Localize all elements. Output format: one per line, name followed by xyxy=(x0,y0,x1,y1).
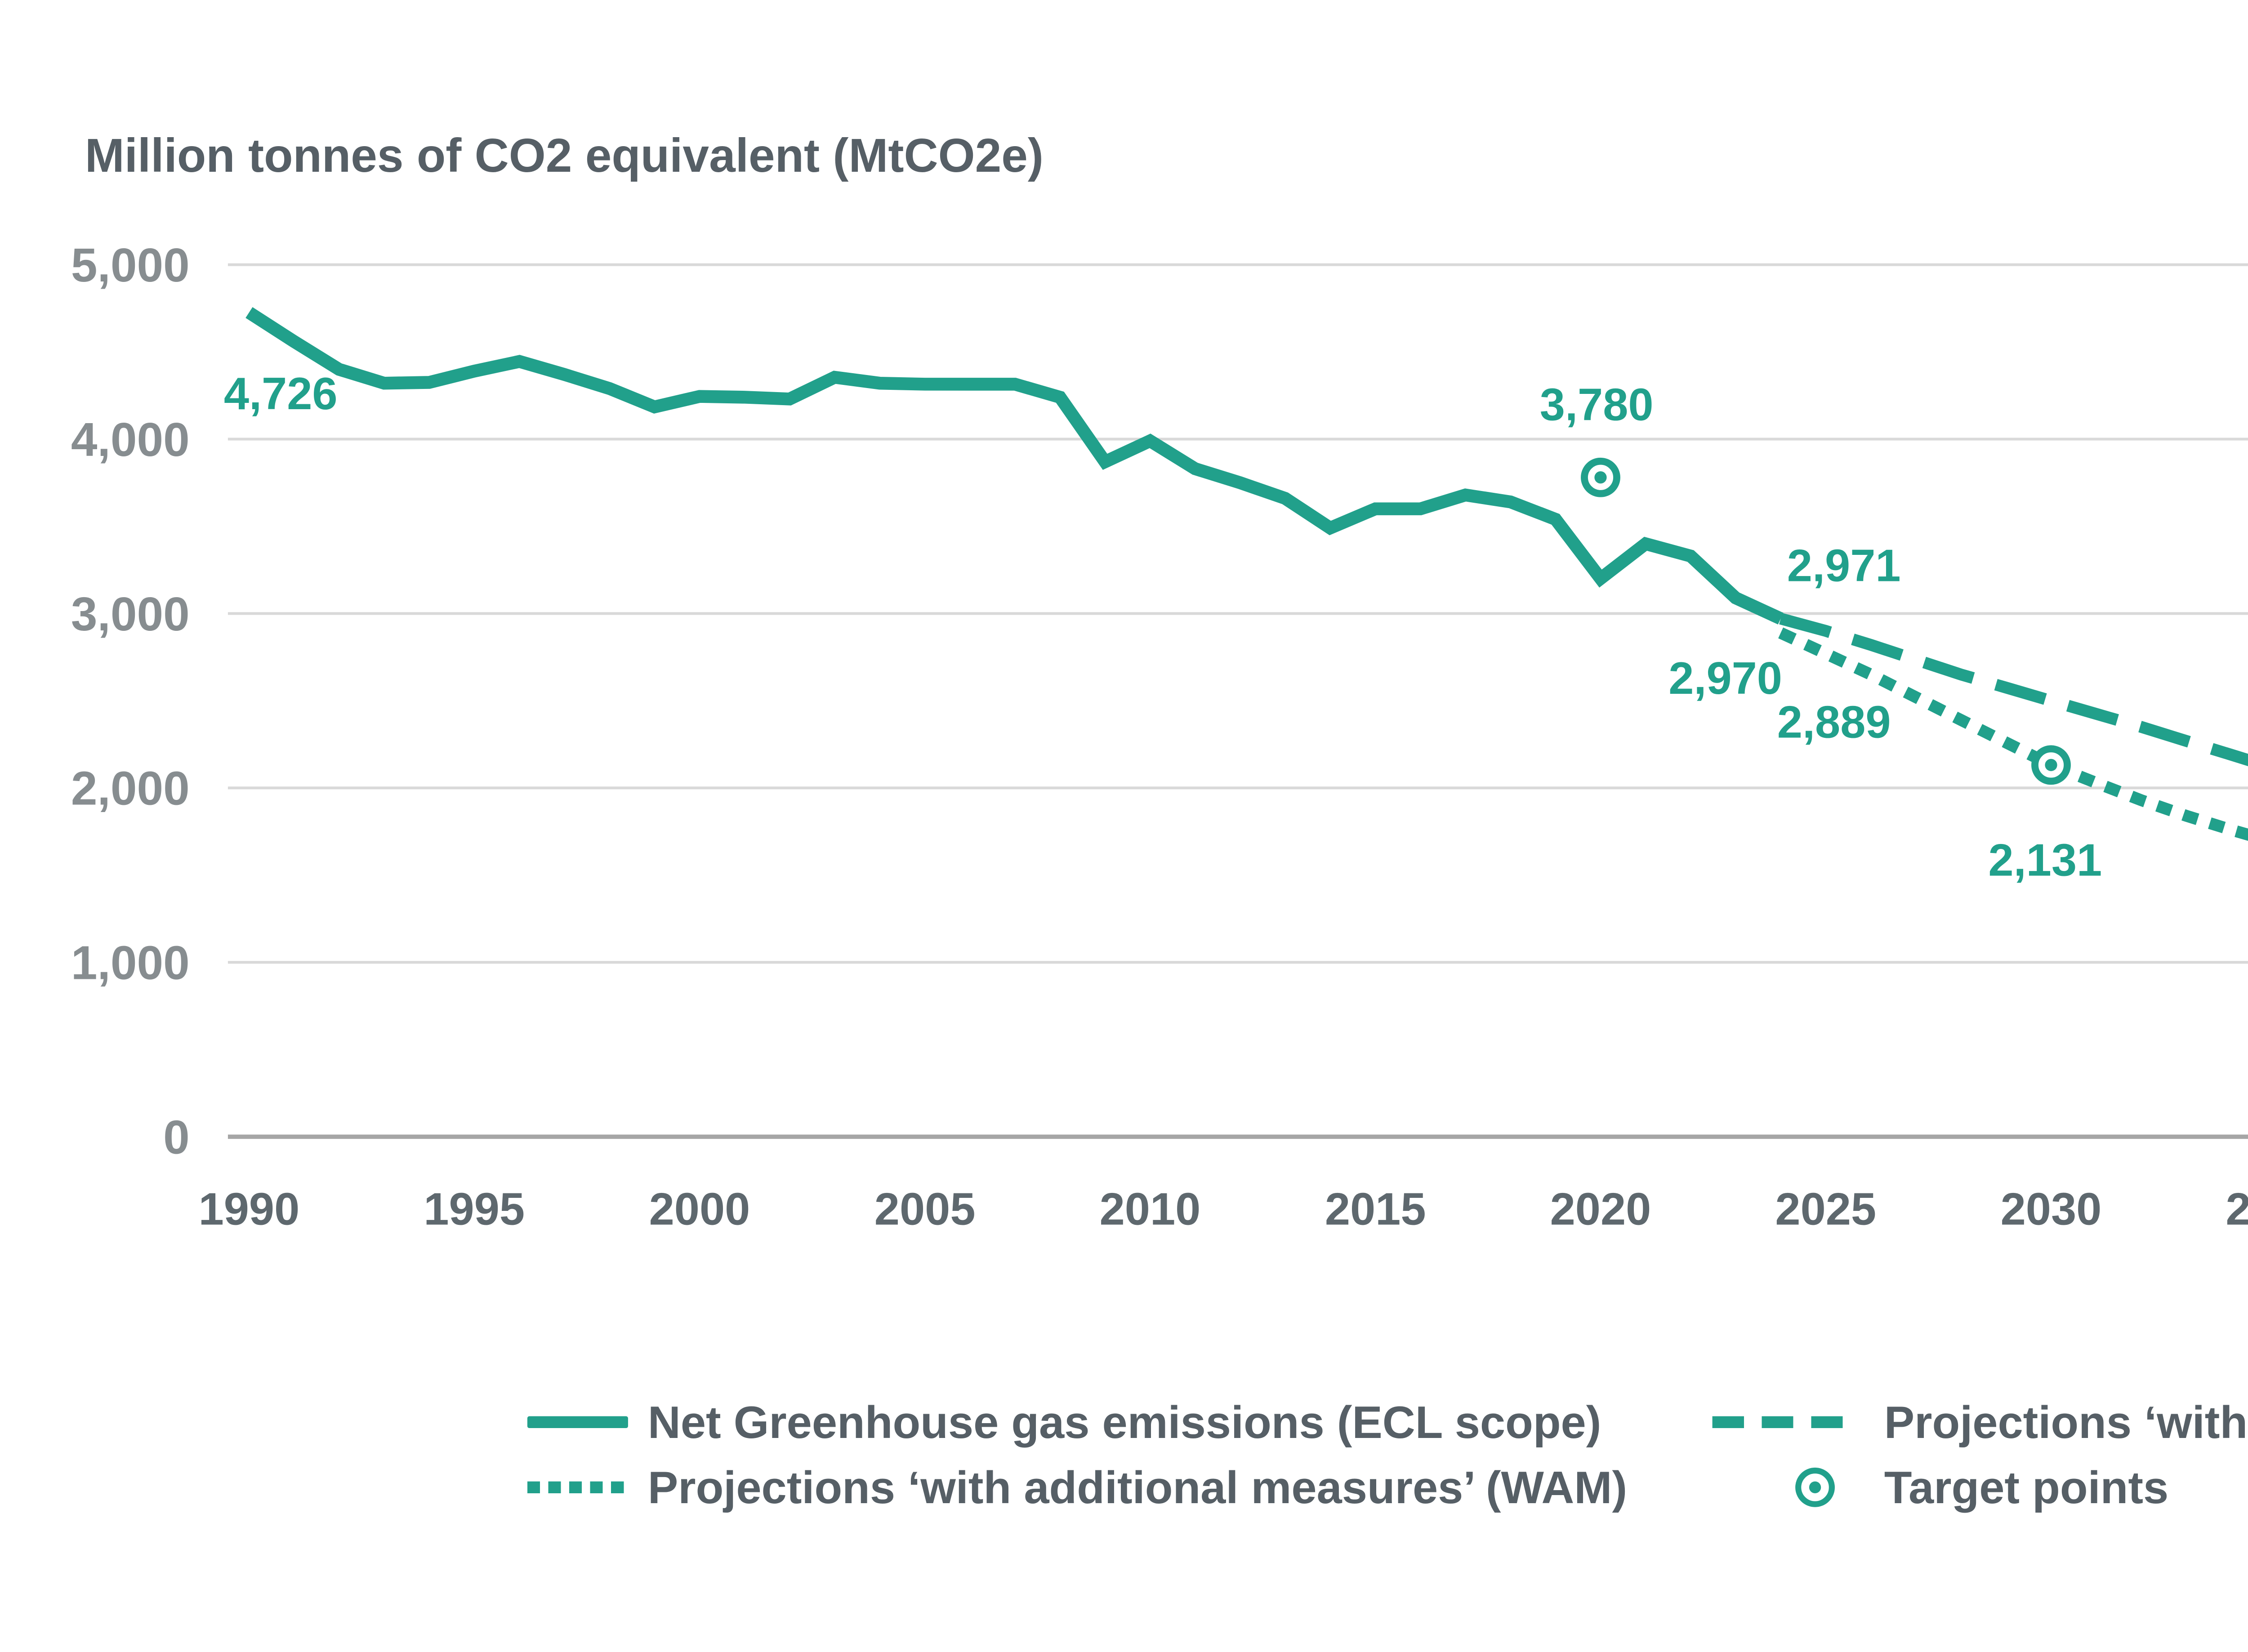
legend-item-target-points: Target points xyxy=(1713,1460,2169,1512)
legend-item-net-emissions: Net Greenhouse gas emissions (ECL scope) xyxy=(527,1398,1601,1446)
y-tick-label: 5,000 xyxy=(71,239,190,292)
legend-item-label: Target points xyxy=(1884,1460,2169,1512)
x-tick-label: 2020 xyxy=(1550,1184,1651,1235)
y-tick-label: 4,000 xyxy=(71,414,190,466)
data-labels: 4,7263,7802,9712,9702,8892,1311,5111,062… xyxy=(224,369,2102,885)
x-tick-label: 1990 xyxy=(199,1184,300,1235)
data-label: 2,971 xyxy=(1787,540,1901,591)
y-tick-label: 1,000 xyxy=(71,937,190,990)
gridlines xyxy=(227,263,2248,1139)
legend-item-projections-additional: Projections ‘with additional measures’ (… xyxy=(527,1464,1627,1511)
y-tick-label: 3,000 xyxy=(71,588,190,641)
x-tick-label: 2025 xyxy=(1775,1184,1876,1235)
legend-swatch-wrap xyxy=(527,1416,648,1429)
data-label: 4,726 xyxy=(224,369,338,419)
legend-swatch-wrap xyxy=(1713,1467,1884,1507)
dashed-line-swatch-icon xyxy=(1712,1416,1843,1429)
x-tick-label: 2030 xyxy=(2001,1184,2102,1235)
legend-swatch-wrap xyxy=(527,1481,648,1494)
y-axis-tick-labels: 0 1,000 2,000 3,000 4,000 5,000 xyxy=(71,239,190,1164)
y-tick-label: 0 xyxy=(163,1111,190,1164)
solid-line-swatch-icon xyxy=(527,1416,628,1429)
target-point-icon xyxy=(1795,1467,1835,1507)
target-point-marker xyxy=(1581,457,1620,497)
target-point-marker xyxy=(2031,745,2071,785)
legend-swatch-wrap xyxy=(1712,1416,1884,1429)
data-label: 2,889 xyxy=(1777,697,1891,747)
legend-item-label: Projections ‘with additional measures’ (… xyxy=(647,1460,1628,1512)
y-tick-label: 2,000 xyxy=(71,763,190,815)
dotted-line-swatch-icon xyxy=(527,1481,624,1494)
data-label: 2,131 xyxy=(1988,835,2102,885)
series-line-solid xyxy=(245,307,1784,625)
x-tick-label: 1995 xyxy=(424,1184,525,1235)
x-tick-label: 2035 xyxy=(2226,1184,2248,1235)
data-label: 2,970 xyxy=(1668,653,1782,704)
data-label: 3,780 xyxy=(1540,380,1654,430)
chart-title: Million tonnes of CO2 equivalent (MtCO2e… xyxy=(85,130,1044,184)
legend-item-projections-existing: Projections ‘with existing measures’ (WA… xyxy=(1712,1395,2248,1447)
legend-item-label: Projections ‘with existing measures’ (WA… xyxy=(1884,1395,2248,1447)
x-tick-label: 2005 xyxy=(874,1184,976,1235)
x-tick-label: 2015 xyxy=(1325,1184,1426,1235)
target-points xyxy=(1581,457,2071,785)
x-tick-label: 2010 xyxy=(1100,1184,1201,1235)
x-tick-label: 2000 xyxy=(649,1184,750,1235)
legend-item-label: Net Greenhouse gas emissions (ECL scope) xyxy=(647,1395,1601,1447)
x-axis-tick-labels: 1990 1995 2000 2005 2010 2015 2020 2025 2030 2035… xyxy=(199,1184,2248,1235)
